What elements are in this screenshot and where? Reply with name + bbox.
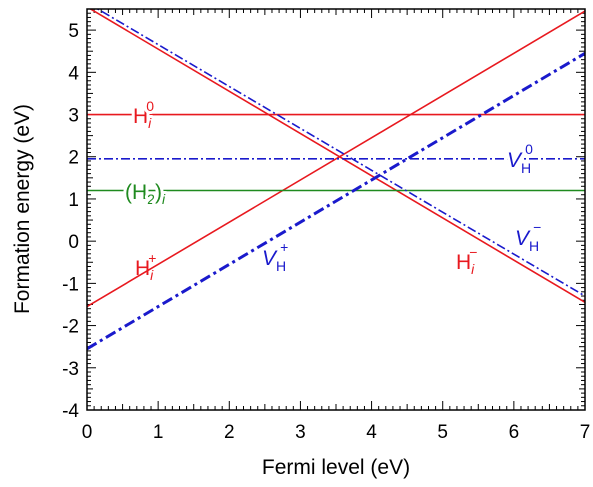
series-line-6 <box>96 9 585 297</box>
x-tick-label: 5 <box>437 422 448 443</box>
series-line-1 <box>87 10 585 308</box>
label-vhp: VH+ <box>262 239 288 274</box>
series-labels: Hi0 Hi+ Hi− (H2)i VH0 VH+ VH− <box>122 95 541 283</box>
label-vhm: VH− <box>515 219 541 254</box>
series-line-2 <box>88 9 585 304</box>
y-tick-label: -2 <box>62 317 79 338</box>
x-tick-label: 4 <box>366 422 377 443</box>
series-lines <box>87 9 585 351</box>
label-h2: (H2)i <box>125 181 166 207</box>
x-tick-label: 1 <box>153 422 164 443</box>
plot-frame <box>86 8 586 411</box>
y-tick-label: 3 <box>68 106 79 127</box>
y-axis-title: Formation energy (eV) <box>11 104 34 314</box>
y-tick-label: 5 <box>68 21 79 42</box>
label-hi0: Hi0 <box>133 98 154 131</box>
tick-labels: 0 1 2 3 4 5 6 7 -4 -3 -2 -1 0 1 2 3 4 5 <box>62 21 590 443</box>
x-tick-label: 0 <box>82 422 93 443</box>
x-axis-title: Fermi level (eV) <box>262 456 410 479</box>
series-line-5 <box>87 52 585 351</box>
y-tick-label: 1 <box>68 190 79 211</box>
label-him: Hi− <box>456 244 477 277</box>
x-tick-label: 6 <box>509 422 520 443</box>
label-hip: Hi+ <box>135 250 156 283</box>
y-tick-label: 4 <box>68 63 79 84</box>
y-tick-label: 0 <box>68 232 79 253</box>
label-vh0: VH0 <box>507 141 533 176</box>
y-tick-label: 2 <box>68 148 79 169</box>
x-tick-label: 3 <box>295 422 306 443</box>
y-tick-label: -4 <box>62 401 79 422</box>
y-tick-label: -3 <box>62 359 79 380</box>
axis-ticks <box>86 8 586 411</box>
x-tick-label: 7 <box>580 422 591 443</box>
x-tick-label: 2 <box>224 422 235 443</box>
y-tick-label: -1 <box>62 274 79 295</box>
